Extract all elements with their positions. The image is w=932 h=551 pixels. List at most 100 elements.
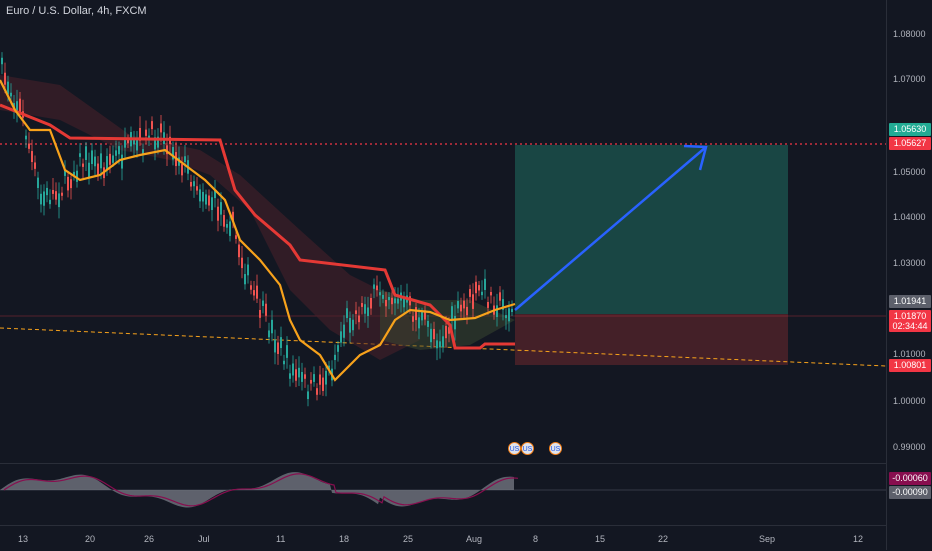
candle-body xyxy=(370,297,372,309)
candle-body xyxy=(304,374,306,379)
candle-body xyxy=(61,192,63,196)
candle-body xyxy=(67,176,69,191)
candle-body xyxy=(232,211,234,222)
last-price-label: 1.01870 02:34:44 xyxy=(889,310,931,332)
target-price-label: 1.05630 xyxy=(889,123,931,136)
time-tick: 20 xyxy=(85,534,96,544)
candle-body xyxy=(145,129,147,136)
candle-body xyxy=(226,224,228,228)
price-tick: 1.03000 xyxy=(893,258,926,268)
candle-body xyxy=(361,303,363,307)
candle-body xyxy=(223,215,225,227)
candle-body xyxy=(1,57,3,65)
candle-body xyxy=(271,319,273,334)
candle-body xyxy=(118,146,120,155)
candle-body xyxy=(151,121,153,130)
candle-body xyxy=(325,370,327,385)
time-tick: 15 xyxy=(595,534,606,544)
candle-body xyxy=(385,299,387,307)
candle-body xyxy=(358,315,360,323)
price-tick: 1.05000 xyxy=(893,167,926,177)
candle-body xyxy=(199,189,201,202)
candle-body xyxy=(85,146,87,160)
candle-body xyxy=(328,365,330,370)
candle-body xyxy=(97,163,99,176)
candle-body xyxy=(274,339,276,353)
candle-body xyxy=(109,153,111,165)
candle-body xyxy=(253,290,255,296)
time-tick: 26 xyxy=(144,534,155,544)
oscillator-pane[interactable] xyxy=(0,463,886,526)
candle-body xyxy=(364,304,366,314)
candle-body xyxy=(352,319,354,331)
symbol-title[interactable]: Euro / U.S. Dollar, 4h, FXCM xyxy=(6,5,147,17)
candle-body xyxy=(76,170,78,182)
candle-body xyxy=(70,179,72,189)
us-flag-icon[interactable]: US xyxy=(508,442,521,455)
candle-body xyxy=(190,181,192,187)
candle-body xyxy=(34,162,36,169)
oscillator-histogram xyxy=(0,472,514,508)
candle-body xyxy=(142,149,144,154)
candle-body xyxy=(313,374,315,382)
target-line-label: 1.05627 xyxy=(889,137,931,150)
candle-body xyxy=(433,328,435,340)
candle-body xyxy=(52,189,54,194)
candle-body xyxy=(13,103,15,108)
us-flag-icon[interactable]: US xyxy=(521,442,534,455)
time-tick: 12 xyxy=(853,534,864,544)
candle-body xyxy=(112,155,114,163)
candle-body xyxy=(184,156,186,163)
time-tick: Jul xyxy=(198,534,210,544)
candle-body xyxy=(88,162,90,178)
candle-body xyxy=(448,327,450,334)
candle-body xyxy=(73,171,75,176)
candle-body xyxy=(463,300,465,309)
price-axis[interactable]: 1.08000 1.07000 1.05000 1.04000 1.03000 … xyxy=(886,0,932,550)
candle-body xyxy=(79,153,81,157)
candle-body xyxy=(211,197,213,211)
candle-body xyxy=(469,289,471,297)
candle-body xyxy=(277,342,279,354)
candle-body xyxy=(373,284,375,289)
candle-body xyxy=(220,202,222,215)
candle-body xyxy=(139,128,141,141)
candle-body xyxy=(229,221,231,236)
ichimoku-cloud xyxy=(0,75,420,360)
candle-body xyxy=(193,181,195,187)
candle-body xyxy=(508,308,510,322)
time-axis[interactable]: 13 20 26 Jul 11 18 25 Aug 8 15 22 Sep 12 xyxy=(0,525,886,551)
candle-body xyxy=(7,81,9,95)
candle-body xyxy=(445,325,447,339)
candle-body xyxy=(355,310,357,314)
candle-body xyxy=(235,235,237,239)
candle-body xyxy=(439,341,441,348)
oscillator-chart xyxy=(0,472,886,508)
oscillator-signal xyxy=(3,473,519,507)
candle-body xyxy=(43,191,45,206)
candle-body xyxy=(160,123,162,133)
candle-body xyxy=(310,379,312,384)
time-tick: 11 xyxy=(276,534,286,544)
candle-body xyxy=(16,101,18,112)
stop-zone xyxy=(515,314,788,365)
candle-body xyxy=(478,285,480,291)
candle-body xyxy=(295,369,297,381)
candle-body xyxy=(286,345,288,358)
candle-body xyxy=(58,193,60,208)
price-chart[interactable] xyxy=(0,0,887,462)
candle-body xyxy=(487,301,489,308)
candle-body xyxy=(415,307,417,321)
candle-body xyxy=(91,150,93,165)
candle-body xyxy=(454,316,456,330)
main-chart-pane[interactable]: Euro / U.S. Dollar, 4h, FXCM US US US xyxy=(0,0,887,462)
candle-body xyxy=(256,285,258,299)
candle-body xyxy=(307,391,309,400)
candle-body xyxy=(490,291,492,296)
candle-body xyxy=(280,337,282,349)
candle-body xyxy=(106,156,108,171)
oscillator-value-label: -0.00060 xyxy=(889,472,931,485)
last-price-value: 1.01870 xyxy=(893,311,927,321)
base-line xyxy=(0,103,515,350)
us-flag-icon[interactable]: US xyxy=(549,442,562,455)
